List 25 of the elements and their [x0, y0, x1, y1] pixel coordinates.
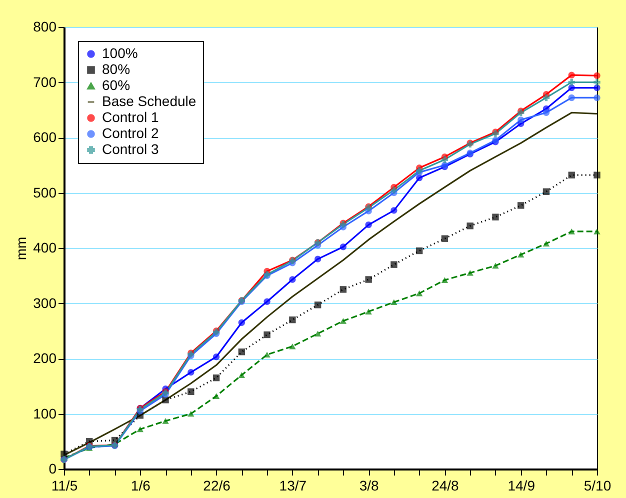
x-tick-label: 1/6: [130, 478, 151, 494]
legend-label: 60%: [102, 77, 130, 93]
x-tick-label: 13/7: [279, 478, 307, 494]
y-tick-label: 0: [48, 460, 57, 476]
x-tick-label: 3/8: [359, 478, 380, 494]
legend-label: Base Schedule: [102, 93, 196, 109]
y-tick-label: 300: [33, 294, 57, 311]
y-tick-label: 600: [33, 129, 57, 145]
legend-label: 100%: [102, 45, 138, 61]
y-tick-label: 400: [33, 240, 57, 256]
legend-label: Control 1: [102, 109, 160, 125]
x-tick-label: 24/8: [432, 478, 460, 494]
legend-label: Control 3: [102, 141, 160, 157]
x-tick-label: 5/10: [584, 478, 612, 494]
legend-label: 80%: [102, 61, 130, 77]
y-axis-title: mm: [13, 236, 30, 260]
y-tick-label: 700: [33, 74, 57, 90]
y-tick-label: 100: [33, 405, 57, 422]
x-tick-label: 11/5: [51, 478, 78, 494]
y-tick-label: 800: [33, 18, 57, 34]
y-tick-label: 500: [33, 184, 57, 200]
y-tick-label: 200: [33, 350, 57, 366]
legend-label: Control 2: [102, 125, 160, 141]
x-tick-label: 22/6: [203, 478, 231, 494]
x-tick-label: 14/9: [508, 478, 536, 494]
